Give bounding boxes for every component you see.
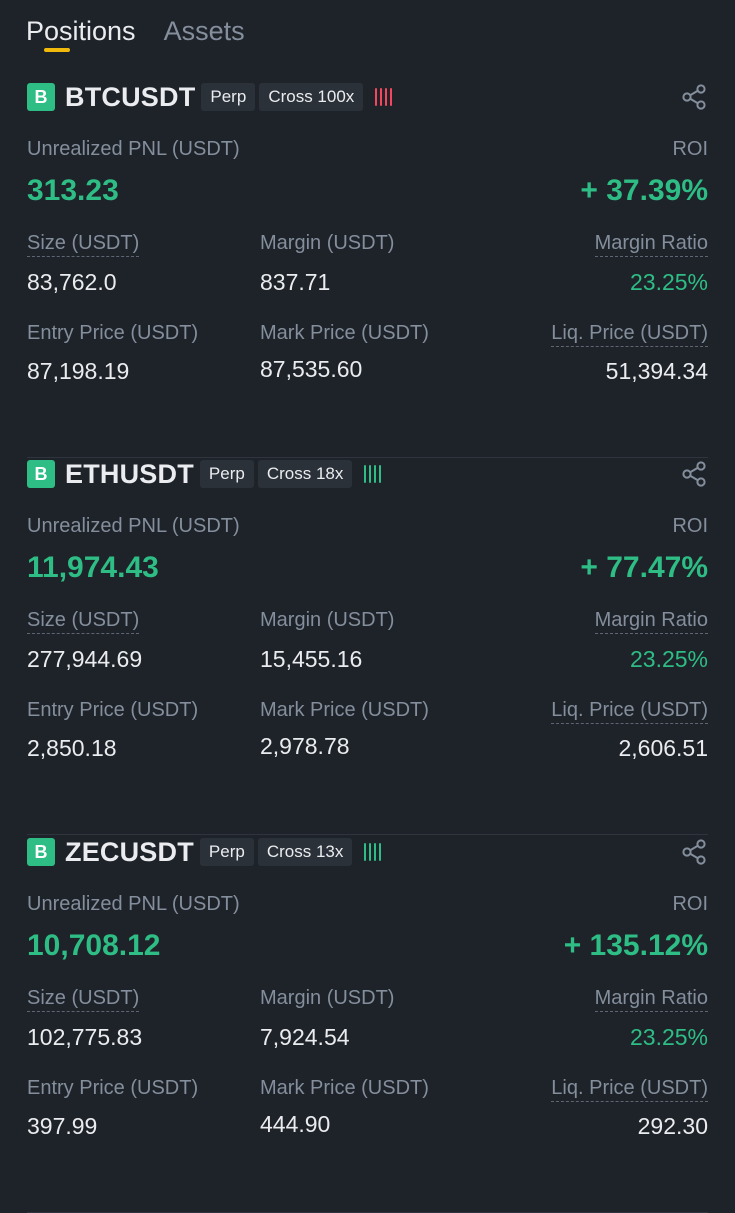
size-label[interactable]: Size (USDT) [27, 987, 140, 1012]
position-symbol[interactable]: ZECUSDT [65, 836, 194, 867]
margin-ratio-value: 23.25% [629, 646, 708, 672]
margin-value: 15,455.16 [260, 646, 363, 672]
side-badge: B [27, 838, 55, 866]
card-divider [27, 834, 708, 835]
risk-indicator [375, 87, 393, 107]
share-icon[interactable] [680, 83, 708, 111]
size-label[interactable]: Size (USDT) [27, 232, 140, 257]
unrealized-pnl-label: Unrealized PNL (USDT) [27, 138, 240, 160]
risk-bar [369, 465, 372, 483]
unrealized-pnl-label: Unrealized PNL (USDT) [27, 515, 240, 537]
margin-mode-tag[interactable]: Cross 100x [259, 83, 364, 111]
liq-price-label[interactable]: Liq. Price (USDT) [551, 1077, 708, 1102]
position-symbol[interactable]: ETHUSDT [65, 458, 194, 489]
entry-price-label: Entry Price (USDT) [27, 699, 199, 721]
risk-bar [374, 465, 377, 483]
margin-label: Margin (USDT) [260, 232, 395, 254]
roi-label: ROI [672, 138, 708, 160]
liq-price-label[interactable]: Liq. Price (USDT) [551, 699, 708, 724]
position-card: B ZECUSDT Perp Cross 13x Unrealized PNL … [0, 835, 735, 1213]
liq-price-label[interactable]: Liq. Price (USDT) [551, 322, 708, 347]
margin-ratio-value: 23.25% [629, 1024, 708, 1050]
liq-price-value: 292.30 [637, 1113, 708, 1139]
roi-label: ROI [672, 893, 708, 915]
position-header: B ZECUSDT Perp Cross 13x [27, 835, 382, 869]
entry-price-value: 397.99 [27, 1113, 98, 1139]
mark-price-label: Mark Price (USDT) [260, 699, 429, 721]
liq-price-value: 51,394.34 [605, 358, 708, 384]
active-tab-indicator [44, 48, 70, 52]
size-label[interactable]: Size (USDT) [27, 609, 140, 634]
position-symbol[interactable]: BTCUSDT [65, 81, 196, 112]
unrealized-pnl-value: 313.23 [27, 174, 119, 207]
margin-mode-tag[interactable]: Cross 13x [257, 838, 353, 866]
mark-price-label: Mark Price (USDT) [260, 1077, 429, 1099]
unrealized-pnl-label: Unrealized PNL (USDT) [27, 893, 240, 915]
tab-bar: Positions Assets [26, 12, 245, 68]
unrealized-pnl-value: 11,974.43 [27, 551, 159, 584]
risk-bar [385, 88, 388, 106]
risk-bar [390, 88, 393, 106]
position-header: B BTCUSDT Perp Cross 100x [27, 80, 393, 114]
position-card: B BTCUSDT Perp Cross 100x Unrealized PNL… [0, 80, 735, 458]
margin-ratio-value: 23.25% [629, 269, 708, 295]
roi-value: + 77.47% [580, 551, 708, 584]
margin-label: Margin (USDT) [260, 987, 395, 1009]
side-badge: B [27, 460, 55, 488]
liq-price-value: 2,606.51 [618, 735, 708, 761]
position-card: B ETHUSDT Perp Cross 18x Unrealized PNL … [0, 457, 735, 835]
contract-type-tag: Perp [199, 460, 254, 488]
margin-label: Margin (USDT) [260, 609, 395, 631]
size-value: 83,762.0 [27, 269, 117, 295]
position-header: B ETHUSDT Perp Cross 18x [27, 457, 382, 491]
risk-indicator [364, 464, 382, 484]
mark-price-value: 2,978.78 [260, 733, 350, 759]
share-icon[interactable] [680, 460, 708, 488]
risk-bar [369, 843, 372, 861]
roi-value: + 135.12% [563, 929, 708, 962]
share-icon[interactable] [680, 838, 708, 866]
margin-ratio-label[interactable]: Margin Ratio [594, 987, 708, 1012]
roi-label: ROI [672, 515, 708, 537]
entry-price-value: 87,198.19 [27, 358, 130, 384]
contract-type-tag: Perp [199, 838, 254, 866]
entry-price-label: Entry Price (USDT) [27, 322, 199, 344]
margin-ratio-label[interactable]: Margin Ratio [594, 609, 708, 634]
tab-positions[interactable]: Positions [26, 16, 136, 46]
tab-assets[interactable]: Assets [163, 16, 245, 46]
risk-bar [374, 843, 377, 861]
margin-value: 837.71 [260, 269, 331, 295]
risk-bar [364, 465, 367, 483]
entry-price-label: Entry Price (USDT) [27, 1077, 199, 1099]
margin-ratio-label[interactable]: Margin Ratio [594, 232, 708, 257]
margin-value: 7,924.54 [260, 1024, 350, 1050]
risk-indicator [364, 842, 382, 862]
size-value: 102,775.83 [27, 1024, 143, 1050]
risk-bar [380, 88, 383, 106]
side-badge: B [27, 83, 55, 111]
risk-bar [364, 843, 367, 861]
entry-price-value: 2,850.18 [27, 735, 117, 761]
mark-price-value: 444.90 [260, 1111, 331, 1137]
unrealized-pnl-value: 10,708.12 [27, 929, 161, 962]
size-value: 277,944.69 [27, 646, 143, 672]
margin-mode-tag[interactable]: Cross 18x [257, 460, 353, 488]
risk-bar [375, 88, 378, 106]
mark-price-label: Mark Price (USDT) [260, 322, 429, 344]
card-divider [27, 457, 708, 458]
mark-price-value: 87,535.60 [260, 356, 363, 382]
contract-type-tag: Perp [201, 83, 256, 111]
risk-bar [379, 465, 382, 483]
roi-value: + 37.39% [580, 174, 708, 207]
risk-bar [379, 843, 382, 861]
